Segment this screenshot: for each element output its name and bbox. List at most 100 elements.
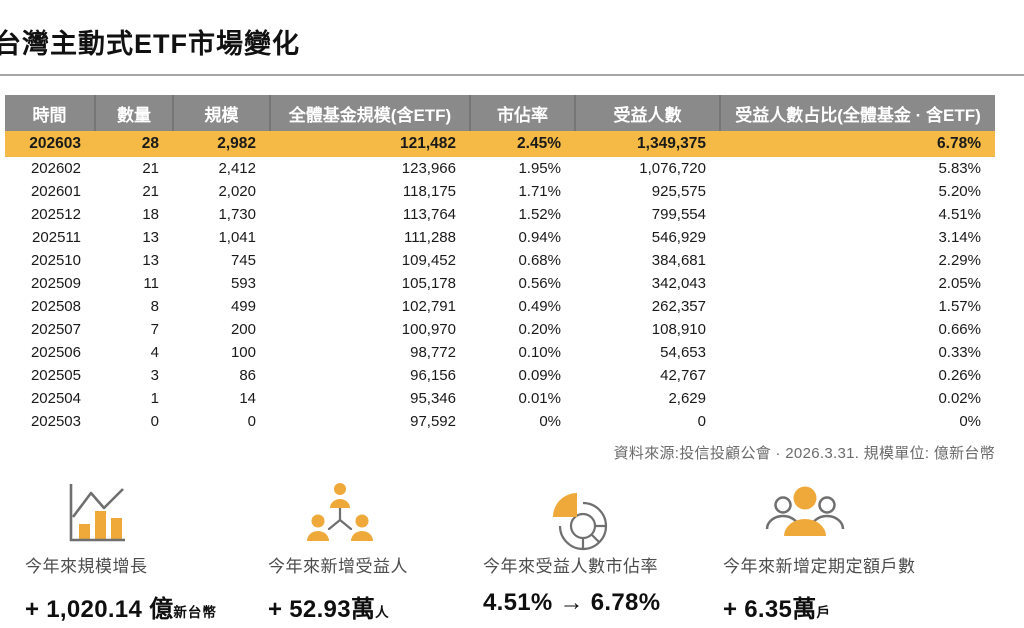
kpi-value-unit: 人 (375, 605, 390, 620)
kpi-value-main: + 1,020.14 億 (25, 596, 174, 623)
col-header-beneficiaries: 受益人數 (574, 95, 720, 131)
people-network-icon (304, 480, 468, 550)
table-cell: 96,156 (410, 367, 456, 384)
table-cell: 925,575 (651, 183, 706, 200)
kpi-label: 今年來新增定期定額戶數 (723, 557, 916, 576)
kpi-value: + 52.93萬人 (268, 589, 468, 624)
table-cell: 2,629 (668, 390, 706, 407)
table-cell: 105,178 (401, 275, 456, 292)
table-cell: 21 (142, 183, 159, 200)
table-cell: 202511 (32, 229, 81, 246)
table-cell: 1.57% (938, 298, 981, 315)
table-cell: 0 (697, 413, 706, 430)
table-cell: 13 (142, 252, 159, 269)
kpi-label: 今年來新增受益人 (268, 557, 408, 576)
table-cell: 54,653 (660, 344, 706, 361)
bar-chart-growth-icon (59, 480, 255, 550)
table-cell: 799,554 (651, 206, 706, 223)
table-cell: 2,020 (218, 183, 256, 200)
table-cell: 5.83% (938, 160, 981, 177)
table-cell: 100 (230, 344, 256, 361)
table-cell: 593 (230, 275, 256, 292)
table-cell: 95,346 (410, 390, 456, 407)
table-row: 202512 18 1,730 113,764 1.52% 799,554 4.51% (5, 203, 995, 226)
kpi-label: 今年來規模增長 (25, 557, 148, 576)
table-row: 202508 8 499 102,791 0.49% 262,357 1.57% (5, 295, 995, 318)
table-cell: 8 (150, 298, 159, 315)
table-cell: 102,791 (401, 298, 456, 315)
table-cell: 121,482 (270, 131, 470, 157)
table-cell: 202503 (30, 413, 81, 430)
table-cell: 202512 (30, 206, 81, 223)
table-cell: 1,041 (218, 229, 256, 246)
table-body: 202603 28 2,982 121,482 2.45% 1,349,375 6.78% 2… (5, 131, 995, 433)
kpi-value-unit: 戶 (816, 605, 831, 620)
kpi-card-new-beneficiaries: 今年來新增受益人 + 52.93萬人 (268, 480, 468, 624)
table-cell: 108,910 (651, 321, 706, 338)
table-cell: 18 (142, 206, 159, 223)
table-cell: 0.33% (938, 344, 981, 361)
table-cell: 2,412 (218, 160, 256, 177)
table-cell: 118,175 (402, 183, 456, 200)
table-cell: 546,929 (651, 229, 706, 246)
table-row: 202503 0 0 97,592 0% 0 0% (5, 410, 995, 433)
kpi-value-main: 4.51% → 6.78% (483, 589, 661, 616)
table-cell: 123,966 (401, 160, 456, 177)
table-cell: 97,592 (410, 413, 456, 430)
people-group-icon (759, 480, 983, 550)
table-cell: 0.10% (518, 344, 561, 361)
table-cell: 0.94% (518, 229, 561, 246)
table-row: 202509 11 593 105,178 0.56% 342,043 2.05% (5, 272, 995, 295)
table-cell: 0.49% (518, 298, 561, 315)
data-source-note: 資料來源:投信投顧公會 · 2026.3.31. 規模單位: 億新台幣 (613, 445, 995, 462)
table-cell: 13 (142, 229, 159, 246)
table-cell: 3.14% (938, 229, 981, 246)
table-cell: 2,982 (173, 131, 270, 157)
table-cell: 202507 (30, 321, 81, 338)
table-row: 202601 21 2,020 118,175 1.71% 925,575 5.20% (5, 180, 995, 203)
table-cell: 3 (150, 367, 159, 384)
table-cell: 0.09% (518, 367, 561, 384)
kpi-value: 4.51% → 6.78% (483, 589, 708, 617)
col-header-scale: 規模 (172, 95, 270, 131)
table-row: 202504 1 14 95,346 0.01% 2,629 0.02% (5, 387, 995, 410)
table-cell: 0.66% (938, 321, 981, 338)
table-cell: 202510 (30, 252, 81, 269)
table-cell: 86 (239, 367, 256, 384)
kpi-value: + 1,020.14 億新台幣 (25, 589, 255, 624)
table-cell: 0% (959, 413, 981, 430)
table-row: 202603 28 2,982 121,482 2.45% 1,349,375 6.78% (5, 131, 995, 157)
col-header-market-share: 市佔率 (469, 95, 575, 131)
kpi-value: + 6.35萬戶 (723, 589, 983, 624)
etf-market-table: 時間 數量 規模 全體基金規模(含ETF) 市佔率 受益人數 受益人數占比(全體… (5, 95, 995, 433)
table-cell: 262,357 (651, 298, 706, 315)
table-cell: 1,349,375 (575, 131, 720, 157)
table-cell: 499 (230, 298, 256, 315)
table-cell: 1.71% (518, 183, 561, 200)
table-cell: 0.02% (938, 390, 981, 407)
kpi-value-main: + 6.35萬 (723, 596, 817, 623)
kpi-value-unit: 新台幣 (173, 605, 217, 620)
table-cell: 11 (143, 275, 159, 292)
table-row: 202506 4 100 98,772 0.10% 54,653 0.33% (5, 341, 995, 364)
table-cell: 2.29% (938, 252, 981, 269)
table-cell: 0.01% (518, 390, 561, 407)
table-cell: 113,764 (402, 206, 456, 223)
table-cell: 202601 (30, 183, 81, 200)
kpi-value-main: + 52.93萬 (268, 596, 376, 623)
col-header-time: 時間 (5, 95, 95, 131)
kpi-cards-row: 今年來規模增長 + 1,020.14 億新台幣 今年來新增受益人 + 52.93… (0, 480, 1024, 628)
table-row: 202510 13 745 109,452 0.68% 384,681 2.29% (5, 249, 995, 272)
donut-chart-icon (544, 480, 708, 551)
kpi-label: 今年來受益人數市佔率 (483, 557, 658, 576)
table-cell: 109,452 (401, 252, 456, 269)
col-header-total-fund-scale: 全體基金規模(含ETF) (269, 95, 470, 131)
title-divider (0, 74, 1024, 76)
table-cell: 1.52% (518, 206, 561, 223)
table-cell: 111,288 (404, 229, 456, 246)
table-cell: 5.20% (938, 183, 981, 200)
kpi-card-market-share: 今年來受益人數市佔率 4.51% → 6.78% (483, 480, 708, 617)
table-row: 202505 3 86 96,156 0.09% 42,767 0.26% (5, 364, 995, 387)
table-cell: 202603 (5, 131, 95, 157)
table-cell: 0.20% (518, 321, 561, 338)
